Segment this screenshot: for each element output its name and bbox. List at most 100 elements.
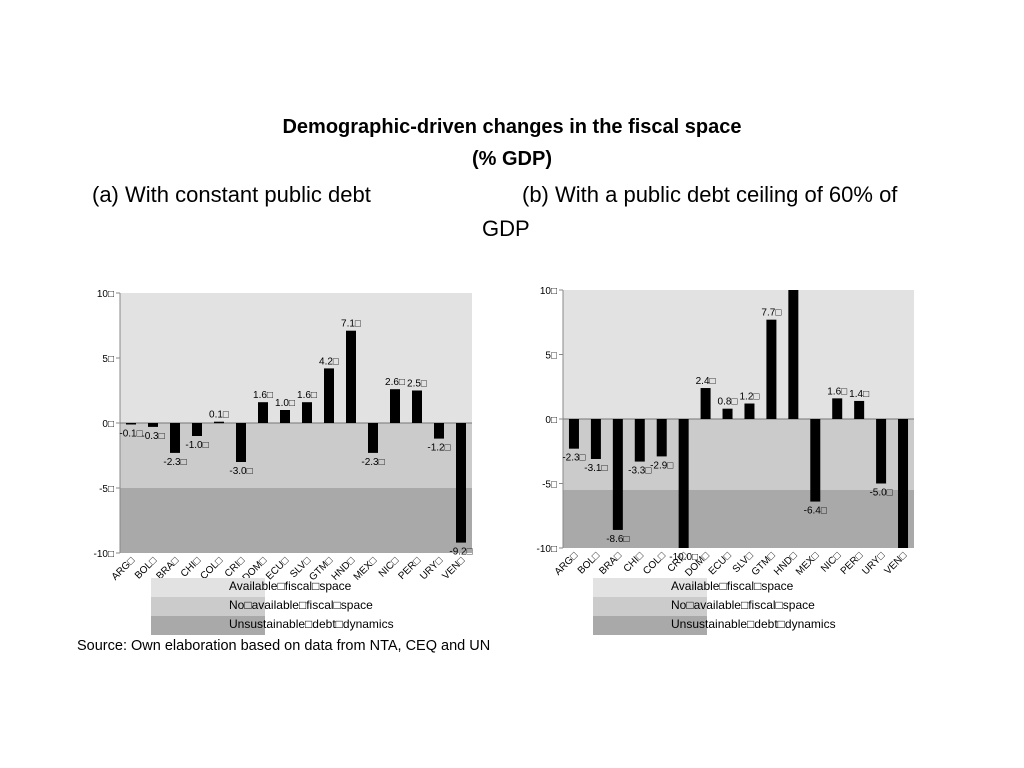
bar [126, 423, 136, 425]
y-tick-label: -10□ [94, 549, 115, 560]
bar [170, 423, 180, 453]
data-label: -5.0□ [869, 488, 892, 499]
x-tick-label: HND□ [772, 550, 799, 577]
data-label: 1.6□ [253, 390, 273, 401]
bar [788, 290, 799, 419]
data-label: 1.4□ [849, 389, 869, 400]
y-tick-label: 10□ [540, 286, 557, 297]
source-note: Source: Own elaboration based on data fr… [77, 638, 491, 654]
subtitle-panel-b-continued: GDP [482, 216, 530, 241]
bar [434, 423, 444, 439]
bar [368, 423, 378, 453]
x-tick-label: URY□ [418, 555, 445, 582]
subtitle-panel-a: (a) With constant public debt [92, 182, 371, 207]
band-available [563, 290, 914, 419]
y-tick-label: 10□ [97, 289, 114, 300]
y-tick-label: -5□ [99, 484, 114, 495]
x-tick-label: BOL□ [576, 550, 602, 576]
bar [744, 403, 755, 419]
legend-label-unsustainable: Unsustainable□debt□dynamics [671, 617, 836, 631]
data-label: -2.3□ [562, 453, 585, 464]
legend-swatch-unsustainable [151, 616, 265, 635]
data-label: 7.7□ [761, 308, 781, 319]
bar [568, 419, 579, 449]
data-label: -0.3□ [141, 431, 164, 442]
bar [456, 423, 466, 543]
data-label: 2.5□ [407, 379, 427, 390]
bar [722, 408, 733, 419]
chart-title: Demographic-driven changes in the fiscal… [282, 116, 742, 138]
bar [810, 419, 821, 502]
bar [700, 388, 711, 419]
band-unsustainable [120, 488, 472, 553]
x-tick-label: COL□ [641, 550, 668, 577]
data-label: -1.2□ [427, 443, 450, 454]
x-tick-label: PER□ [839, 550, 866, 577]
bar [590, 419, 601, 459]
legend-label-unsustainable: Unsustainable□debt□dynamics [229, 617, 394, 631]
legend-swatch-unsustainable [593, 616, 707, 635]
bar [302, 402, 312, 423]
bar [634, 419, 645, 462]
bar [236, 423, 246, 462]
data-label: -6.4□ [804, 506, 827, 517]
x-tick-label: BRA□ [597, 550, 624, 577]
data-label: -10.0□ [669, 552, 698, 563]
chart-title-unit: (% GDP) [472, 148, 552, 170]
bar [612, 419, 623, 530]
bar [346, 330, 356, 423]
bar [258, 402, 268, 423]
bar-chart-constant-debt: 10□5□0□-5□-10□-0.1□ARG□-0.3□BOL□-2.3□BRA… [94, 289, 473, 584]
data-label: -2.3□ [163, 457, 186, 468]
legend-label-not-available: No□available□fiscal□space [229, 598, 373, 612]
data-label: -3.1□ [584, 463, 607, 474]
bar [412, 390, 422, 423]
legend-swatch-available [151, 578, 265, 597]
y-tick-label: -5□ [542, 480, 557, 491]
bar [280, 410, 290, 423]
y-tick-label: -10□ [537, 544, 558, 555]
data-label: -2.9□ [650, 460, 673, 471]
bar [192, 423, 202, 436]
data-label: 4.2□ [319, 356, 339, 367]
bar [854, 400, 865, 419]
data-label: -3.3□ [628, 466, 651, 477]
x-tick-label: ECU□ [707, 550, 734, 577]
x-tick-label: VEN□ [441, 555, 468, 582]
data-label: -0.1□ [119, 428, 142, 439]
subtitle-panel-b: (b) With a public debt ceiling of 60% of [522, 182, 898, 207]
y-tick-label: 0□ [102, 419, 114, 430]
data-label: 2.4□ [696, 376, 716, 387]
bar [324, 368, 334, 423]
data-label: 7.1□ [341, 319, 361, 330]
y-tick-label: 5□ [545, 351, 557, 362]
legend-swatch-not-available [593, 597, 707, 616]
x-tick-label: GTM□ [750, 550, 778, 578]
legend-panel-a: Available□fiscal□space No□available□fisc… [151, 578, 394, 638]
data-label: 0.8□ [718, 397, 738, 408]
data-label: 1.6□ [297, 390, 317, 401]
x-tick-label: MEX□ [794, 550, 821, 577]
legend-panel-b: Available□fiscal□space No□available□fisc… [593, 578, 853, 638]
data-label: 0.1□ [209, 410, 229, 421]
bar [766, 319, 777, 419]
bar-chart-debt-ceiling: 10□5□0□-5□-10□-2.3□ARG□-3.1□BOL□-8.6□BRA… [537, 286, 914, 579]
legend-label-not-available: No□available□fiscal□space [671, 598, 815, 612]
bar [876, 419, 887, 484]
bar [898, 419, 909, 548]
bar [656, 419, 667, 457]
data-label: 1.2□ [739, 392, 759, 403]
y-tick-label: 0□ [545, 415, 557, 426]
x-tick-label: URY□ [860, 550, 887, 577]
bar [390, 389, 400, 423]
data-label: 1.0□ [275, 398, 295, 409]
bar [832, 398, 843, 419]
data-label: -9.2□ [449, 547, 472, 558]
bar [214, 421, 224, 424]
data-label: -1.0□ [185, 440, 208, 451]
x-tick-label: PER□ [397, 555, 424, 582]
data-label: 1.6□ [827, 386, 847, 397]
bar [678, 419, 689, 548]
legend-label-available: Available□fiscal□space [229, 579, 352, 593]
legend-swatch-available [593, 578, 707, 597]
